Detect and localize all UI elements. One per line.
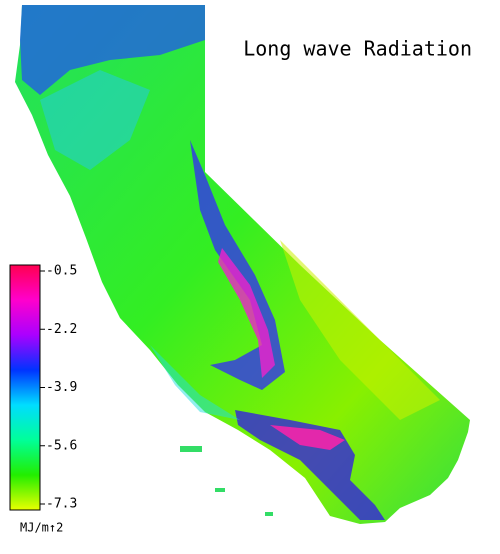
coast-cyan	[150, 345, 240, 420]
north-cyan	[40, 70, 150, 170]
legend-tick-label: -7.3	[46, 497, 77, 512]
color-bar	[9, 264, 41, 511]
legend-unit: MJ/m↑2	[20, 521, 63, 535]
north-coast-band	[20, 5, 205, 95]
legend-tick-label: -2.2	[46, 322, 77, 337]
south-pink	[270, 425, 345, 450]
legend-tick-label: -5.6	[46, 438, 77, 453]
legend-tick-label: -0.5	[46, 264, 77, 279]
legend-tick-label: -3.9	[46, 380, 77, 395]
valley-pink	[218, 248, 275, 378]
california-map	[15, 5, 470, 524]
south-band	[235, 410, 385, 520]
color-legend: MJ/m↑2 -0.5 -2.2 -3.9 -5.6 -7.3	[9, 264, 77, 535]
islands	[180, 446, 273, 516]
east-yellow	[280, 240, 440, 420]
map-title: Long wave Radiation	[243, 37, 472, 61]
